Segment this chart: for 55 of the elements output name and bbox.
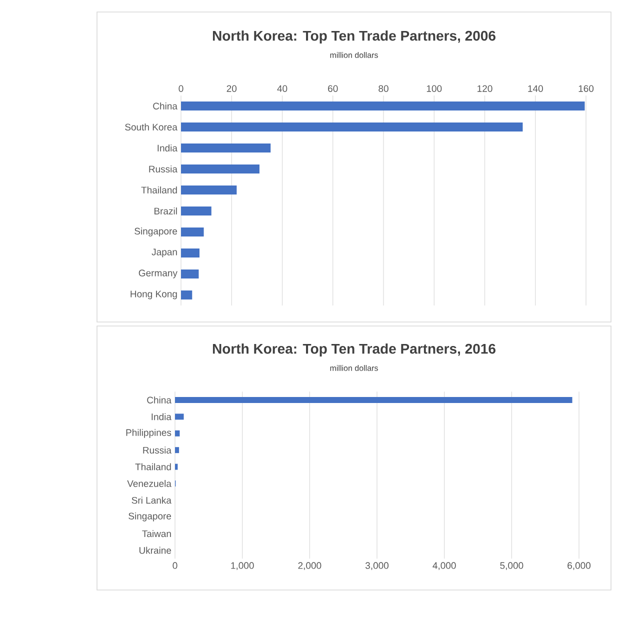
y-tick-label: Russia xyxy=(149,165,178,172)
x-tick-label: 120 xyxy=(478,85,492,92)
y-tick-label: India xyxy=(158,144,178,152)
bar xyxy=(175,447,180,454)
x-tick-label: 80 xyxy=(378,85,388,92)
bar xyxy=(175,414,184,420)
y-tick-label: South Korea xyxy=(125,124,178,130)
y-tick-label: China xyxy=(147,396,172,404)
y-tick-label: Thailand xyxy=(141,186,177,194)
chart-title: North Korea: Top Ten Trade Partners, 2006 xyxy=(212,30,496,44)
chart-subtitle: million dollars xyxy=(330,365,378,371)
y-tick-label: China xyxy=(153,102,178,110)
bar xyxy=(181,185,237,194)
x-tick-label: 0 xyxy=(178,85,184,92)
y-tick-label: Sri Lanka xyxy=(132,496,172,504)
bar xyxy=(181,206,212,216)
bar xyxy=(181,227,204,236)
y-tick-label: India xyxy=(152,413,172,420)
bar xyxy=(181,164,260,174)
y-tick-label: Germany xyxy=(138,270,178,278)
chart-subtitle: million dollars xyxy=(330,52,378,58)
bar xyxy=(181,269,199,278)
y-tick-label: Japan xyxy=(152,248,177,258)
x-tick-label: 140 xyxy=(528,85,543,92)
x-tick-label: 6,000 xyxy=(568,562,591,570)
y-tick-label: Singapore xyxy=(134,228,178,236)
y-tick-label: Venezuela xyxy=(127,480,172,487)
bar xyxy=(181,248,200,258)
bar xyxy=(175,396,572,403)
bar xyxy=(181,290,192,300)
bar xyxy=(175,464,178,470)
x-tick-label: 1,000 xyxy=(231,562,254,570)
y-tick-label: Brazil xyxy=(154,207,177,214)
y-tick-label: Taiwan xyxy=(142,530,171,538)
x-tick-label: 20 xyxy=(226,85,237,92)
x-tick-label: 40 xyxy=(277,85,288,92)
x-tick-label: 60 xyxy=(328,85,338,92)
x-tick-label: 0 xyxy=(172,562,178,569)
x-tick-label: 5,000 xyxy=(500,562,524,570)
bar xyxy=(181,101,585,110)
x-tick-label: 4,000 xyxy=(432,562,456,570)
chart-title: North Korea: Top Ten Trade Partners, 2016 xyxy=(212,343,496,357)
x-tick-label: 160 xyxy=(578,85,594,92)
x-tick-label: 100 xyxy=(426,85,442,92)
bar xyxy=(175,430,180,436)
y-tick-label: Ukraine xyxy=(139,546,172,554)
y-tick-label: Philippines xyxy=(126,428,172,438)
bar xyxy=(181,122,523,132)
x-tick-label: 3,000 xyxy=(365,562,389,570)
y-tick-label: Russia xyxy=(143,446,172,454)
y-tick-label: Hong Kong xyxy=(130,290,177,300)
y-tick-label: Thailand xyxy=(135,463,171,470)
x-tick-label: 2,000 xyxy=(298,562,322,570)
y-tick-label: Singapore xyxy=(128,512,172,522)
bar xyxy=(181,143,271,152)
